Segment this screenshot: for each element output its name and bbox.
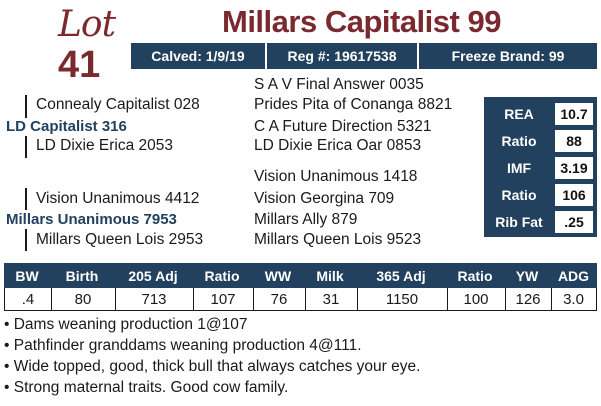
registration-number: Reg #: 19617538 xyxy=(287,48,397,64)
pedigree-sire: LD Capitalist 316 xyxy=(6,118,127,135)
pedigree-sss: S A V Final Answer 0035 xyxy=(254,76,424,93)
lot-number: 41 xyxy=(58,44,101,86)
calved-date: Calved: 1/9/19 xyxy=(151,48,245,64)
epd-value: 10.7 xyxy=(555,103,593,125)
epd-label: Rib Fat xyxy=(495,214,543,230)
pedigree-ss: Connealy Capitalist 028 xyxy=(36,96,200,113)
pedigree-dss: Vision Unanimous 1418 xyxy=(254,168,418,185)
epd-row: Rib Fat .25 xyxy=(484,209,597,235)
value-adg: 3.0 xyxy=(563,290,584,308)
epd-row: Ratio 106 xyxy=(484,182,597,208)
header-ww: WW xyxy=(264,267,292,284)
freeze-brand: Freeze Brand: 99 xyxy=(451,48,565,64)
header-205-adj: 205 Adj xyxy=(128,267,178,284)
value-ratio: 100 xyxy=(463,290,489,308)
note-text: Strong maternal traits. Good cow family. xyxy=(13,379,289,396)
value-ratio: 107 xyxy=(210,290,236,308)
pedigree-bracket xyxy=(25,188,27,210)
epd-value: 88 xyxy=(555,130,593,152)
header-adg: ADG xyxy=(557,267,590,284)
epd-row: REA 10.7 xyxy=(484,101,597,127)
value-ww: 76 xyxy=(270,290,288,308)
value-bw: .4 xyxy=(21,290,35,308)
note-text: Wide topped, good, thick bull that alway… xyxy=(13,358,421,375)
animal-name-title: Millars Capitalist 99 xyxy=(222,4,501,39)
performance-table-values: .4 80 713 107 76 31 1150 100 126 3.0 xyxy=(4,288,597,311)
pedigree-dd: Millars Queen Lois 2953 xyxy=(36,231,204,248)
epd-label: IMF xyxy=(506,160,532,176)
epd-value: 106 xyxy=(555,184,593,206)
header-milk: Milk xyxy=(316,267,344,284)
header-birth: Birth xyxy=(65,267,99,284)
pedigree-ds: Vision Unanimous 4412 xyxy=(36,190,200,207)
carcass-epd-box: REA 10.7 Ratio 88 IMF 3.19 Ratio 106 Rib… xyxy=(484,97,597,237)
pedigree-ddd: Millars Queen Lois 9523 xyxy=(254,231,422,248)
pedigree-sdd: LD Dixie Erica Oar 0853 xyxy=(254,137,422,154)
header-yw: YW xyxy=(515,267,539,284)
header-ratio: Ratio xyxy=(457,267,493,284)
note-item: • Pathfinder granddams weaning productio… xyxy=(4,337,362,354)
epd-row: Ratio 88 xyxy=(484,128,597,154)
info-bar: Calved: 1/9/19 Reg #: 19617538 Freeze Br… xyxy=(131,43,597,69)
epd-value: .25 xyxy=(555,211,593,233)
note-item: • Strong maternal traits. Good cow famil… xyxy=(4,379,289,396)
header-bw: BW xyxy=(15,267,39,284)
note-item: • Dams weaning production 1@107 xyxy=(4,316,248,333)
value-birth: 80 xyxy=(74,290,92,308)
note-text: Dams weaning production 1@107 xyxy=(13,316,248,333)
epd-row: IMF 3.19 xyxy=(484,155,597,181)
pedigree-sds: C A Future Direction 5321 xyxy=(254,118,432,135)
pedigree-dam: Millars Unanimous 7953 xyxy=(6,211,177,228)
pedigree-ssd: Prides Pita of Conanga 8821 xyxy=(254,96,453,113)
pedigree-dds: Millars Ally 879 xyxy=(254,211,358,228)
pedigree-bracket xyxy=(25,136,27,158)
notes-list: • Dams weaning production 1@107 • Pathfi… xyxy=(4,314,420,398)
performance-table-header: BW Birth 205 Adj Ratio WW Milk 365 Adj R… xyxy=(4,263,597,288)
value-365-adj: 1150 xyxy=(385,290,419,308)
note-item: • Wide topped, good, thick bull that alw… xyxy=(4,358,421,375)
pedigree-sd: LD Dixie Erica 2053 xyxy=(36,137,173,154)
header-365-adj: 365 Adj xyxy=(376,267,426,284)
lot-label: Lot xyxy=(58,4,116,45)
pedigree-bracket xyxy=(25,229,27,251)
value-milk: 31 xyxy=(322,290,340,308)
value-205-adj: 713 xyxy=(141,290,167,308)
epd-label: Ratio xyxy=(501,187,537,203)
note-text: Pathfinder granddams weaning production … xyxy=(13,337,362,354)
epd-label: REA xyxy=(504,106,534,122)
pedigree-dsd: Vision Georgina 709 xyxy=(254,190,395,207)
header-ratio: Ratio xyxy=(204,267,240,284)
value-yw: 126 xyxy=(515,290,541,308)
epd-label: Ratio xyxy=(501,133,537,149)
epd-value: 3.19 xyxy=(555,157,593,179)
pedigree-bracket xyxy=(25,95,27,118)
